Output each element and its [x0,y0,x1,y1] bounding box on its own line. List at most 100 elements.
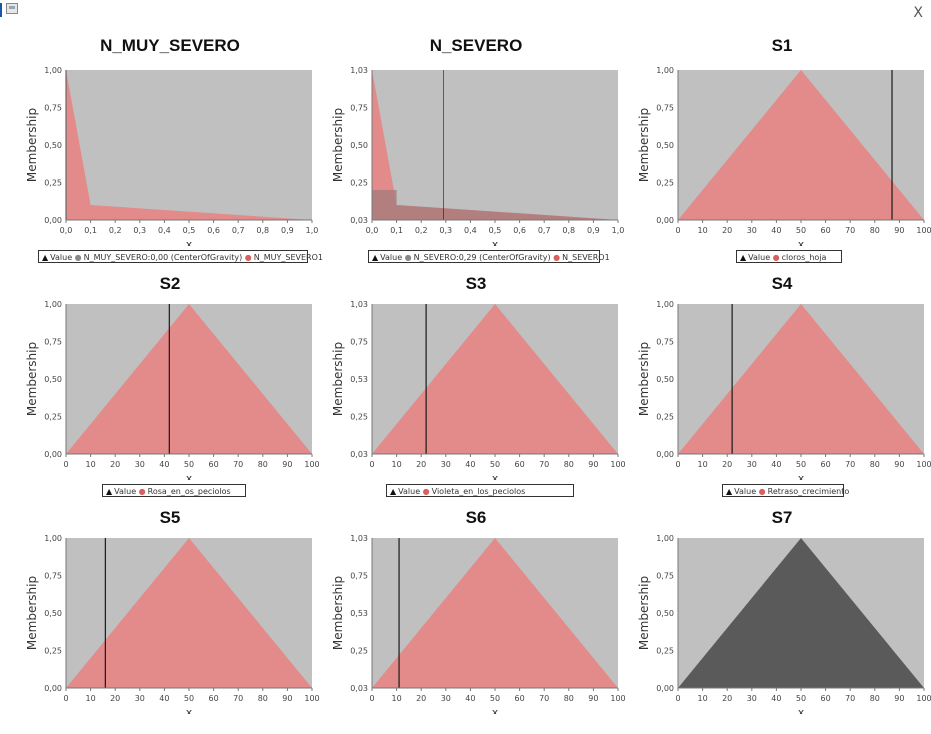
x-tick-label: 100 [916,694,931,703]
value-legend-icon: ▲ [390,487,397,496]
chart-legend: ▲ Value ● Rosa_en_os_peciolos [102,484,246,497]
chart-panel: N_MUY_SEVERO 1,00 0,75 0,50 0,25 0,00 0,0 0,1 0,… [20,36,330,266]
x-tick-label: 0,5 [183,226,196,235]
defuzzified-area [372,190,618,220]
y-tick-label: 0,25 [350,179,368,188]
x-tick-label: 60 [821,460,831,469]
x-tick-label: 70 [845,694,855,703]
x-tick-label: 50 [490,460,500,469]
x-tick-label: 0 [369,694,374,703]
value-legend-icon: ▲ [372,253,379,262]
legend-label: Value [748,253,773,262]
y-axis-label: Membership [331,576,345,650]
chart-title: S2 [159,274,181,293]
chart-legend: ▲ Value ● cloros_hoja [736,250,842,263]
x-tick-label: 0,6 [513,226,526,235]
x-tick-label: 100 [916,226,931,235]
x-axis-label: x [798,706,805,714]
chart-panel: S5 1,00 0,75 0,50 0,25 0,00 0 10 20 30 40 50 60 70 80 9… [20,504,330,734]
chart-panel: S4 1,00 0,75 0,50 0,25 0,00 0 10 20 30 40 50 60 70 80 9… [632,270,931,500]
chart-svg: 1,00 0,75 0,50 0,25 0,000 10 20 30 40 50 60 70 80 90 1… [25,300,320,480]
x-tick-label: 60 [209,460,219,469]
x-tick-label: 50 [796,460,806,469]
chart-title: N_SEVERO [429,36,523,55]
y-tick-label: 0,75 [656,572,674,581]
x-tick-label: 0,1 [390,226,403,235]
y-tick-label: 0,25 [44,413,62,422]
x-tick-label: 0 [675,694,680,703]
x-tick-label: 90 [282,694,292,703]
x-tick-label: 40 [771,226,781,235]
value-legend-icon: ▲ [42,253,49,262]
x-tick-label: 10 [698,226,708,235]
series-legend-icon: ● [772,253,780,262]
x-axis-label: x [492,472,499,480]
y-tick-label: 1,03 [350,534,368,543]
x-tick-label: 20 [722,694,732,703]
window-edge [0,3,2,17]
x-tick-label: 70 [233,460,243,469]
x-tick-label: 10 [392,694,402,703]
x-tick-label: 0,9 [587,226,600,235]
legend-label: Violeta_en_los_peciolos [431,487,526,496]
x-tick-label: 30 [747,460,757,469]
x-tick-label: 0 [369,460,374,469]
chart-svg: 1,03 0,75 0,53 0,25 0,030 10 20 30 40 50 60 70 80 90 1… [331,300,626,480]
chart-svg: 1,00 0,75 0,50 0,25 0,000,0 0,1 0,2 0,3 0,4 0,5 0,… [25,66,319,246]
x-tick-label: 70 [539,460,549,469]
value-legend-icon: ▲ [726,487,733,496]
app-icon [6,3,18,14]
chart-panel: S2 1,00 0,75 0,50 0,25 0,00 0 10 20 30 40 50 60 70 80 9… [20,270,330,500]
x-tick-label: 80 [870,694,880,703]
x-tick-label: 30 [441,460,451,469]
x-axis-label: x [492,238,499,246]
x-tick-label: 0 [675,226,680,235]
membership-area [66,538,312,688]
x-axis-label: x [798,238,805,246]
x-tick-label: 60 [821,694,831,703]
x-tick-label: 80 [870,460,880,469]
y-tick-label: 0,25 [44,179,62,188]
chart-title: S7 [771,508,793,527]
series-legend-icon: ● [422,487,430,496]
y-tick-label: 1,00 [44,534,62,543]
x-tick-label: 1,0 [306,226,319,235]
x-tick-label: 0,4 [158,226,171,235]
chart-title: S5 [159,508,181,527]
chart-svg: 1,03 0,75 0,53 0,25 0,030 10 20 30 40 50 60 70 80 90 1… [331,534,626,714]
series-legend-icon: ● [404,253,412,262]
chart-title: N_MUY_SEVERO [100,36,240,55]
x-tick-label: 80 [870,226,880,235]
plot-area [372,70,618,220]
x-tick-label: 90 [894,226,904,235]
close-button[interactable]: X [913,5,923,21]
x-tick-label: 0,8 [256,226,269,235]
x-tick-label: 0 [63,460,68,469]
x-tick-label: 90 [282,460,292,469]
legend-label: Value [734,487,759,496]
legend-label: cloros_hoja [781,253,827,262]
chart-title: S1 [771,36,793,55]
y-tick-label: 0,25 [44,647,62,656]
x-tick-label: 0,6 [207,226,220,235]
x-tick-label: 0,3 [133,226,146,235]
x-tick-label: 20 [110,460,120,469]
series-legend-icon: ● [74,253,82,262]
x-tick-label: 70 [539,694,549,703]
membership-area [66,70,312,220]
y-tick-label: 0,75 [44,338,62,347]
legend-label: Value [398,487,423,496]
x-tick-label: 10 [392,460,402,469]
x-tick-label: 40 [771,694,781,703]
x-tick-label: 50 [184,460,194,469]
series-legend-icon: ● [244,253,252,262]
membership-area [678,70,924,220]
legend-label: N_SEVERO:0,29 (CenterOfGravity) [413,253,554,262]
plot-area [66,70,312,220]
y-axis-label: Membership [25,108,39,182]
y-tick-label: 0,00 [656,216,674,225]
x-tick-label: 0,4 [464,226,477,235]
x-axis-label: x [798,472,805,480]
x-tick-label: 100 [916,460,931,469]
x-tick-label: 1,0 [612,226,625,235]
